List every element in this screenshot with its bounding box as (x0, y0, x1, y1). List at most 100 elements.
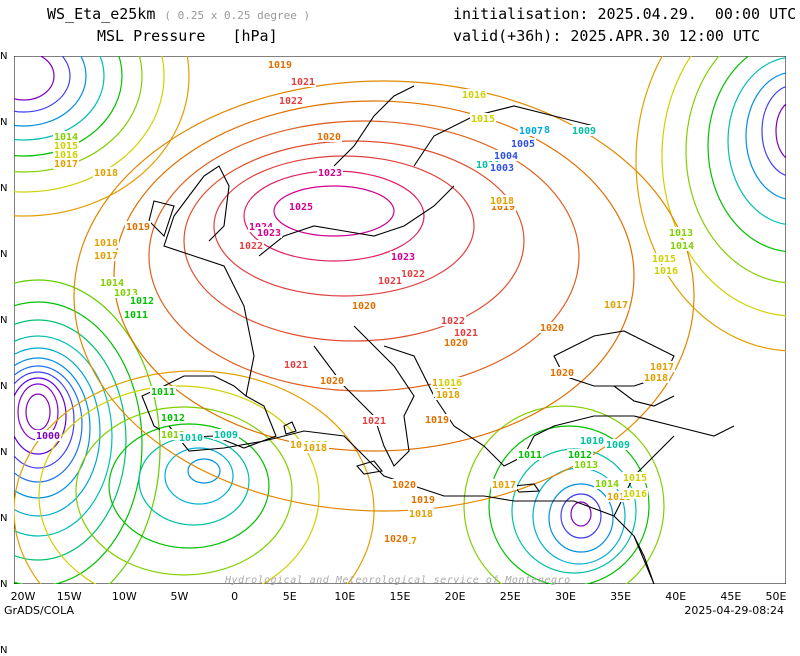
isobar-label-bg (283, 359, 309, 370)
lon-tick-label: 25E (499, 590, 521, 603)
isobar-label: 1016 (438, 378, 462, 389)
coastlines (141, 85, 735, 584)
isobar-label: 1014 (595, 479, 619, 490)
isobar-label: 1009 (606, 440, 630, 451)
isobar-label: 1005 (511, 139, 535, 150)
isobar-label-bg (53, 149, 79, 160)
britain-coast (188, 165, 230, 242)
isobar-label: 1013 (669, 228, 693, 239)
isobar-label-bg (248, 221, 274, 232)
pressure-map: 1019102110221020102310251024102310221023… (14, 56, 786, 584)
isobar-label: 1010 (476, 160, 500, 171)
isobar-label-bg (539, 322, 565, 333)
isobar-label-bg (93, 167, 119, 178)
isobar-label: 1023 (391, 252, 415, 263)
isobar-label-bg (361, 415, 387, 426)
isobar-label-bg (573, 459, 599, 470)
isobar-label: 1012 (161, 413, 185, 424)
isobar-label-bg (213, 429, 239, 440)
isobar-label: 1014 (670, 241, 694, 252)
isobar-label: 1011 (124, 310, 148, 321)
lon-tick-label: 30E (554, 590, 576, 603)
isobar-label: 1019 (126, 222, 150, 233)
isobar-label: 1016 (654, 266, 678, 277)
turkey-coast (533, 415, 735, 437)
isobar-label-bg (461, 89, 487, 100)
isobar-label: 1013 (161, 430, 185, 441)
lon-tick-label: 50E (765, 590, 787, 603)
isobar-label-bg (410, 494, 436, 505)
isobar-label-bg (453, 327, 479, 338)
isobar-label-bg (594, 478, 620, 489)
north-europe-coast (258, 185, 455, 257)
isobar-label: 1015 (623, 473, 647, 484)
red-sea-coast (633, 535, 655, 584)
france-coast (163, 195, 255, 397)
sicily (356, 460, 384, 475)
isobar-label: 1022 (279, 96, 303, 107)
iberia-coast (141, 375, 277, 449)
isobar-label: 1021 (284, 360, 308, 371)
isobar-label-bg (93, 250, 119, 261)
isobar-label-bg (377, 275, 403, 286)
lat-tick-label: N (0, 645, 8, 656)
isobar-label: 1022 (441, 316, 465, 327)
isobar-label: 1015 (652, 254, 676, 265)
isobar-label: 1023 (257, 228, 281, 239)
valid-time: valid(+36h): 2025.APR.30 12:00 UTC (453, 27, 761, 45)
lon-tick-label: 10W (111, 590, 137, 603)
isobar-label-bg (475, 159, 501, 170)
isobar-label-bg (391, 479, 417, 490)
isobar-label-bg (93, 237, 119, 248)
isobar-label-bg (238, 240, 264, 251)
isobar-label: 1019 (491, 202, 515, 213)
isobar-label: 1016 (623, 489, 647, 500)
isobar-label: 1010 (179, 433, 203, 444)
isobar-label: 1018 (94, 238, 118, 249)
isobar-label-bg (113, 287, 139, 298)
isobar-label: 1011 (518, 450, 542, 461)
lon-tick-label: 20E (444, 590, 466, 603)
isobar-label-bg (567, 449, 593, 460)
isobar-label-bg (435, 389, 461, 400)
isobar-label-bg (351, 300, 377, 311)
lat-tick-label: N (0, 315, 8, 326)
isobar-label-bg (278, 95, 304, 106)
isobar-label: 1003 (490, 163, 514, 174)
isobar-label-bg (150, 386, 176, 397)
northeast-low-isobars (635, 56, 786, 352)
footer-software: GrADS/COLA (4, 604, 74, 617)
isobar-label-bg (649, 361, 675, 372)
isobar-label-bg (622, 472, 648, 483)
isobar-label: 1020 (320, 376, 344, 387)
isobar-label: 1016 (462, 90, 486, 101)
isobar-label: 1018 (490, 196, 514, 207)
ireland-coast (148, 200, 175, 238)
isobar-label: 1020 (317, 132, 341, 143)
isobar-label: 1019 (411, 495, 435, 506)
isobar-label-bg (99, 277, 125, 288)
isobar-label-bg (493, 150, 519, 161)
isobar-label: 1009 (572, 126, 596, 137)
isobar-label-bg (571, 125, 597, 136)
isobar-label: 1013 (114, 288, 138, 299)
isobar-label: 1019 (425, 415, 449, 426)
isobar-label-bg (489, 195, 515, 206)
isobar-label: 1021 (362, 416, 386, 427)
lon-tick-label: 45E (720, 590, 742, 603)
isobar-label: 1018 (436, 390, 460, 401)
isobar-label-bg (517, 449, 543, 460)
isobar-label-bg (383, 533, 409, 544)
lon-tick-label: 35E (610, 590, 632, 603)
isobar-label: 1007 (519, 126, 543, 137)
isobar-label: 1014 (54, 132, 78, 143)
isobar-label: 1018 (607, 492, 631, 503)
isobar-label: 1020 (540, 323, 564, 334)
isobar-label: 1020 (384, 534, 408, 545)
isobar-label: 1017 (492, 480, 516, 491)
isobar-label-bg (440, 315, 466, 326)
lat-tick-label: N (0, 513, 8, 524)
lat-tick-label: N (0, 51, 8, 62)
isobar-label-bg (622, 488, 648, 499)
field-unit: [hPa] (232, 27, 278, 45)
